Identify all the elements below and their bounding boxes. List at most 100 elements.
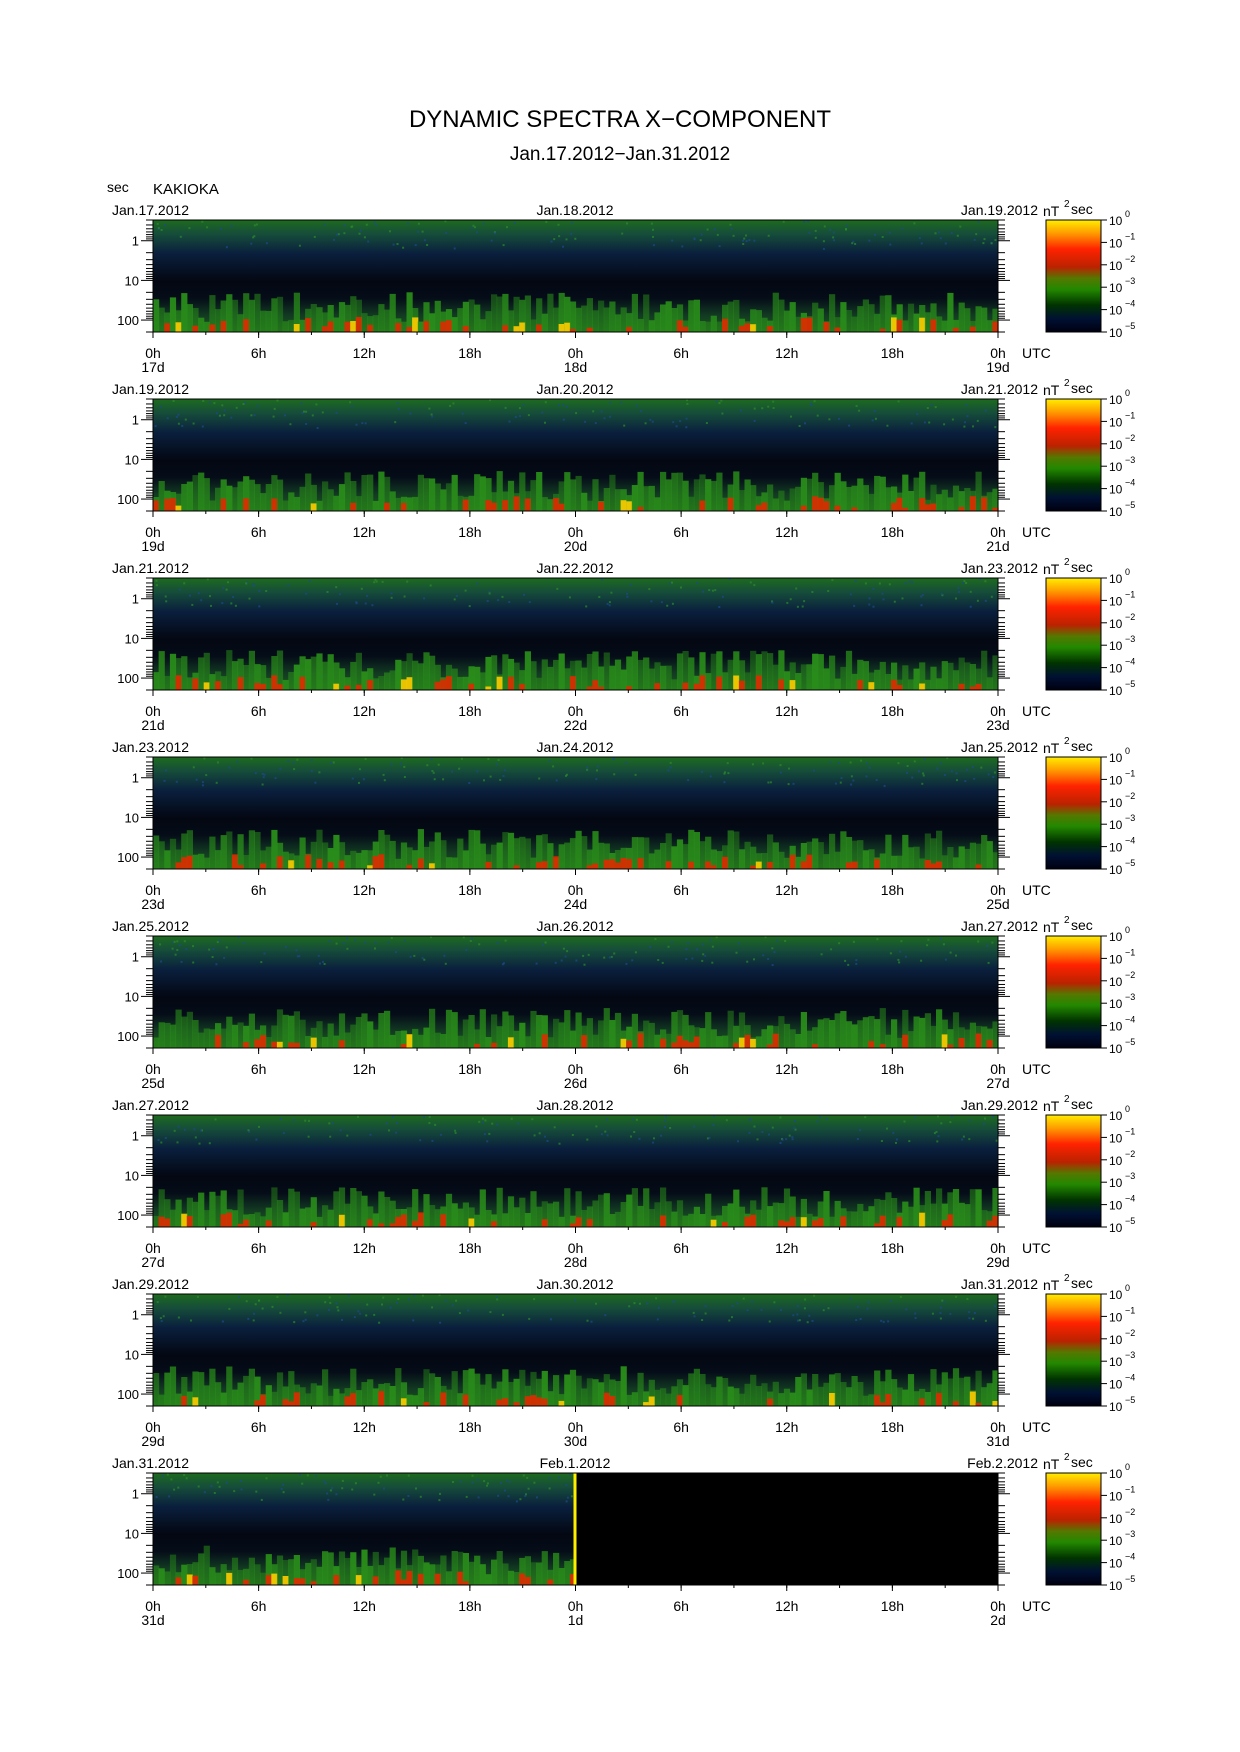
noise-speck [528, 1317, 531, 1320]
colorbar-tick-exponent: −1 [1125, 947, 1135, 957]
activity-column [924, 679, 931, 690]
activity-peak [254, 1400, 261, 1406]
noise-speck [476, 770, 479, 773]
noise-speck [317, 954, 320, 957]
colorbar-tick-label: 10 [1109, 1467, 1123, 1481]
noise-speck [261, 773, 264, 775]
noise-speck [501, 1313, 504, 1316]
activity-column [355, 1017, 362, 1048]
noise-speck [708, 1136, 711, 1139]
activity-peak [660, 1215, 667, 1227]
noise-speck [880, 1319, 883, 1322]
spectrogram [153, 1294, 999, 1406]
noise-speck [279, 1117, 282, 1120]
activity-peak [975, 864, 982, 869]
noise-speck [192, 766, 195, 769]
noise-speck [583, 963, 586, 966]
noise-speck [301, 1482, 304, 1485]
activity-column [671, 1211, 678, 1227]
noise-speck [796, 1305, 799, 1307]
activity-column [226, 831, 233, 869]
activity-column [969, 1189, 976, 1227]
noise-speck [357, 1115, 359, 1118]
activity-column [727, 1203, 734, 1227]
activity-column [693, 675, 700, 690]
activity-column [457, 1035, 464, 1048]
activity-column [502, 654, 509, 690]
activity-column [767, 484, 774, 511]
activity-peak [975, 683, 982, 690]
noise-speck [792, 782, 795, 785]
activity-column [941, 320, 948, 332]
noise-speck [767, 234, 770, 237]
activity-column [384, 672, 391, 690]
noise-speck [421, 1294, 424, 1297]
x-tick-label: 6h [673, 524, 689, 540]
x-tick-label: 6h [673, 703, 689, 719]
activity-column [682, 844, 689, 869]
activity-column [586, 1018, 593, 1048]
activity-peak [952, 1401, 960, 1406]
noise-speck [276, 399, 279, 402]
x-tick-label: 0h [145, 1419, 161, 1435]
x-tick-label: 18h [458, 882, 481, 898]
activity-column [693, 1368, 700, 1406]
activity-column [237, 834, 244, 869]
activity-column [457, 1208, 464, 1227]
noise-speck [708, 589, 711, 592]
activity-peak [558, 1400, 565, 1406]
activity-column [614, 659, 622, 690]
noise-speck [533, 1134, 536, 1137]
noise-speck [939, 1317, 942, 1320]
activity-peak [874, 1223, 881, 1227]
activity-column [879, 1199, 886, 1227]
activity-peak [975, 1033, 982, 1048]
activity-column [913, 477, 920, 511]
noise-speck [474, 226, 476, 229]
colorbar-tick-exponent: −2 [1125, 970, 1135, 980]
activity-peak [879, 1215, 886, 1227]
power-unit-label: nT [1043, 203, 1060, 219]
x-tick-label: 12h [353, 1598, 376, 1614]
noise-speck [314, 781, 317, 784]
activity-column [479, 1384, 486, 1406]
noise-speck [360, 587, 363, 590]
activity-peak [423, 321, 430, 332]
noise-speck [444, 962, 447, 965]
colorbar-tick-exponent: −3 [1125, 1350, 1135, 1360]
noise-speck [218, 414, 221, 417]
noise-speck [782, 220, 785, 223]
activity-column [581, 492, 588, 511]
activity-peak [344, 685, 351, 690]
noise-speck [786, 601, 789, 604]
noise-speck [496, 1123, 499, 1126]
noise-speck [586, 1319, 589, 1322]
noise-speck [213, 1492, 216, 1494]
activity-column [429, 478, 436, 511]
noise-speck [165, 600, 168, 603]
noise-speck [779, 764, 782, 767]
activity-column [778, 1016, 785, 1048]
noise-speck [657, 959, 660, 961]
noise-speck [488, 591, 491, 594]
activity-peak [598, 501, 605, 511]
noise-speck [629, 583, 632, 586]
noise-speck [493, 231, 496, 234]
noise-speck [881, 236, 884, 238]
noise-speck [562, 245, 564, 248]
activity-column [367, 316, 374, 332]
noise-speck [742, 239, 745, 242]
activity-column [333, 662, 340, 690]
activity-column [192, 1371, 199, 1406]
noise-speck [522, 403, 525, 406]
noise-speck [486, 600, 489, 602]
power-unit-suffix: sec [1071, 380, 1093, 396]
activity-peak [924, 860, 931, 869]
activity-column [468, 1368, 475, 1406]
activity-column [491, 844, 498, 869]
activity-column [671, 1011, 678, 1048]
activity-peak [710, 865, 717, 869]
noise-speck [394, 951, 397, 954]
activity-column [789, 302, 796, 332]
